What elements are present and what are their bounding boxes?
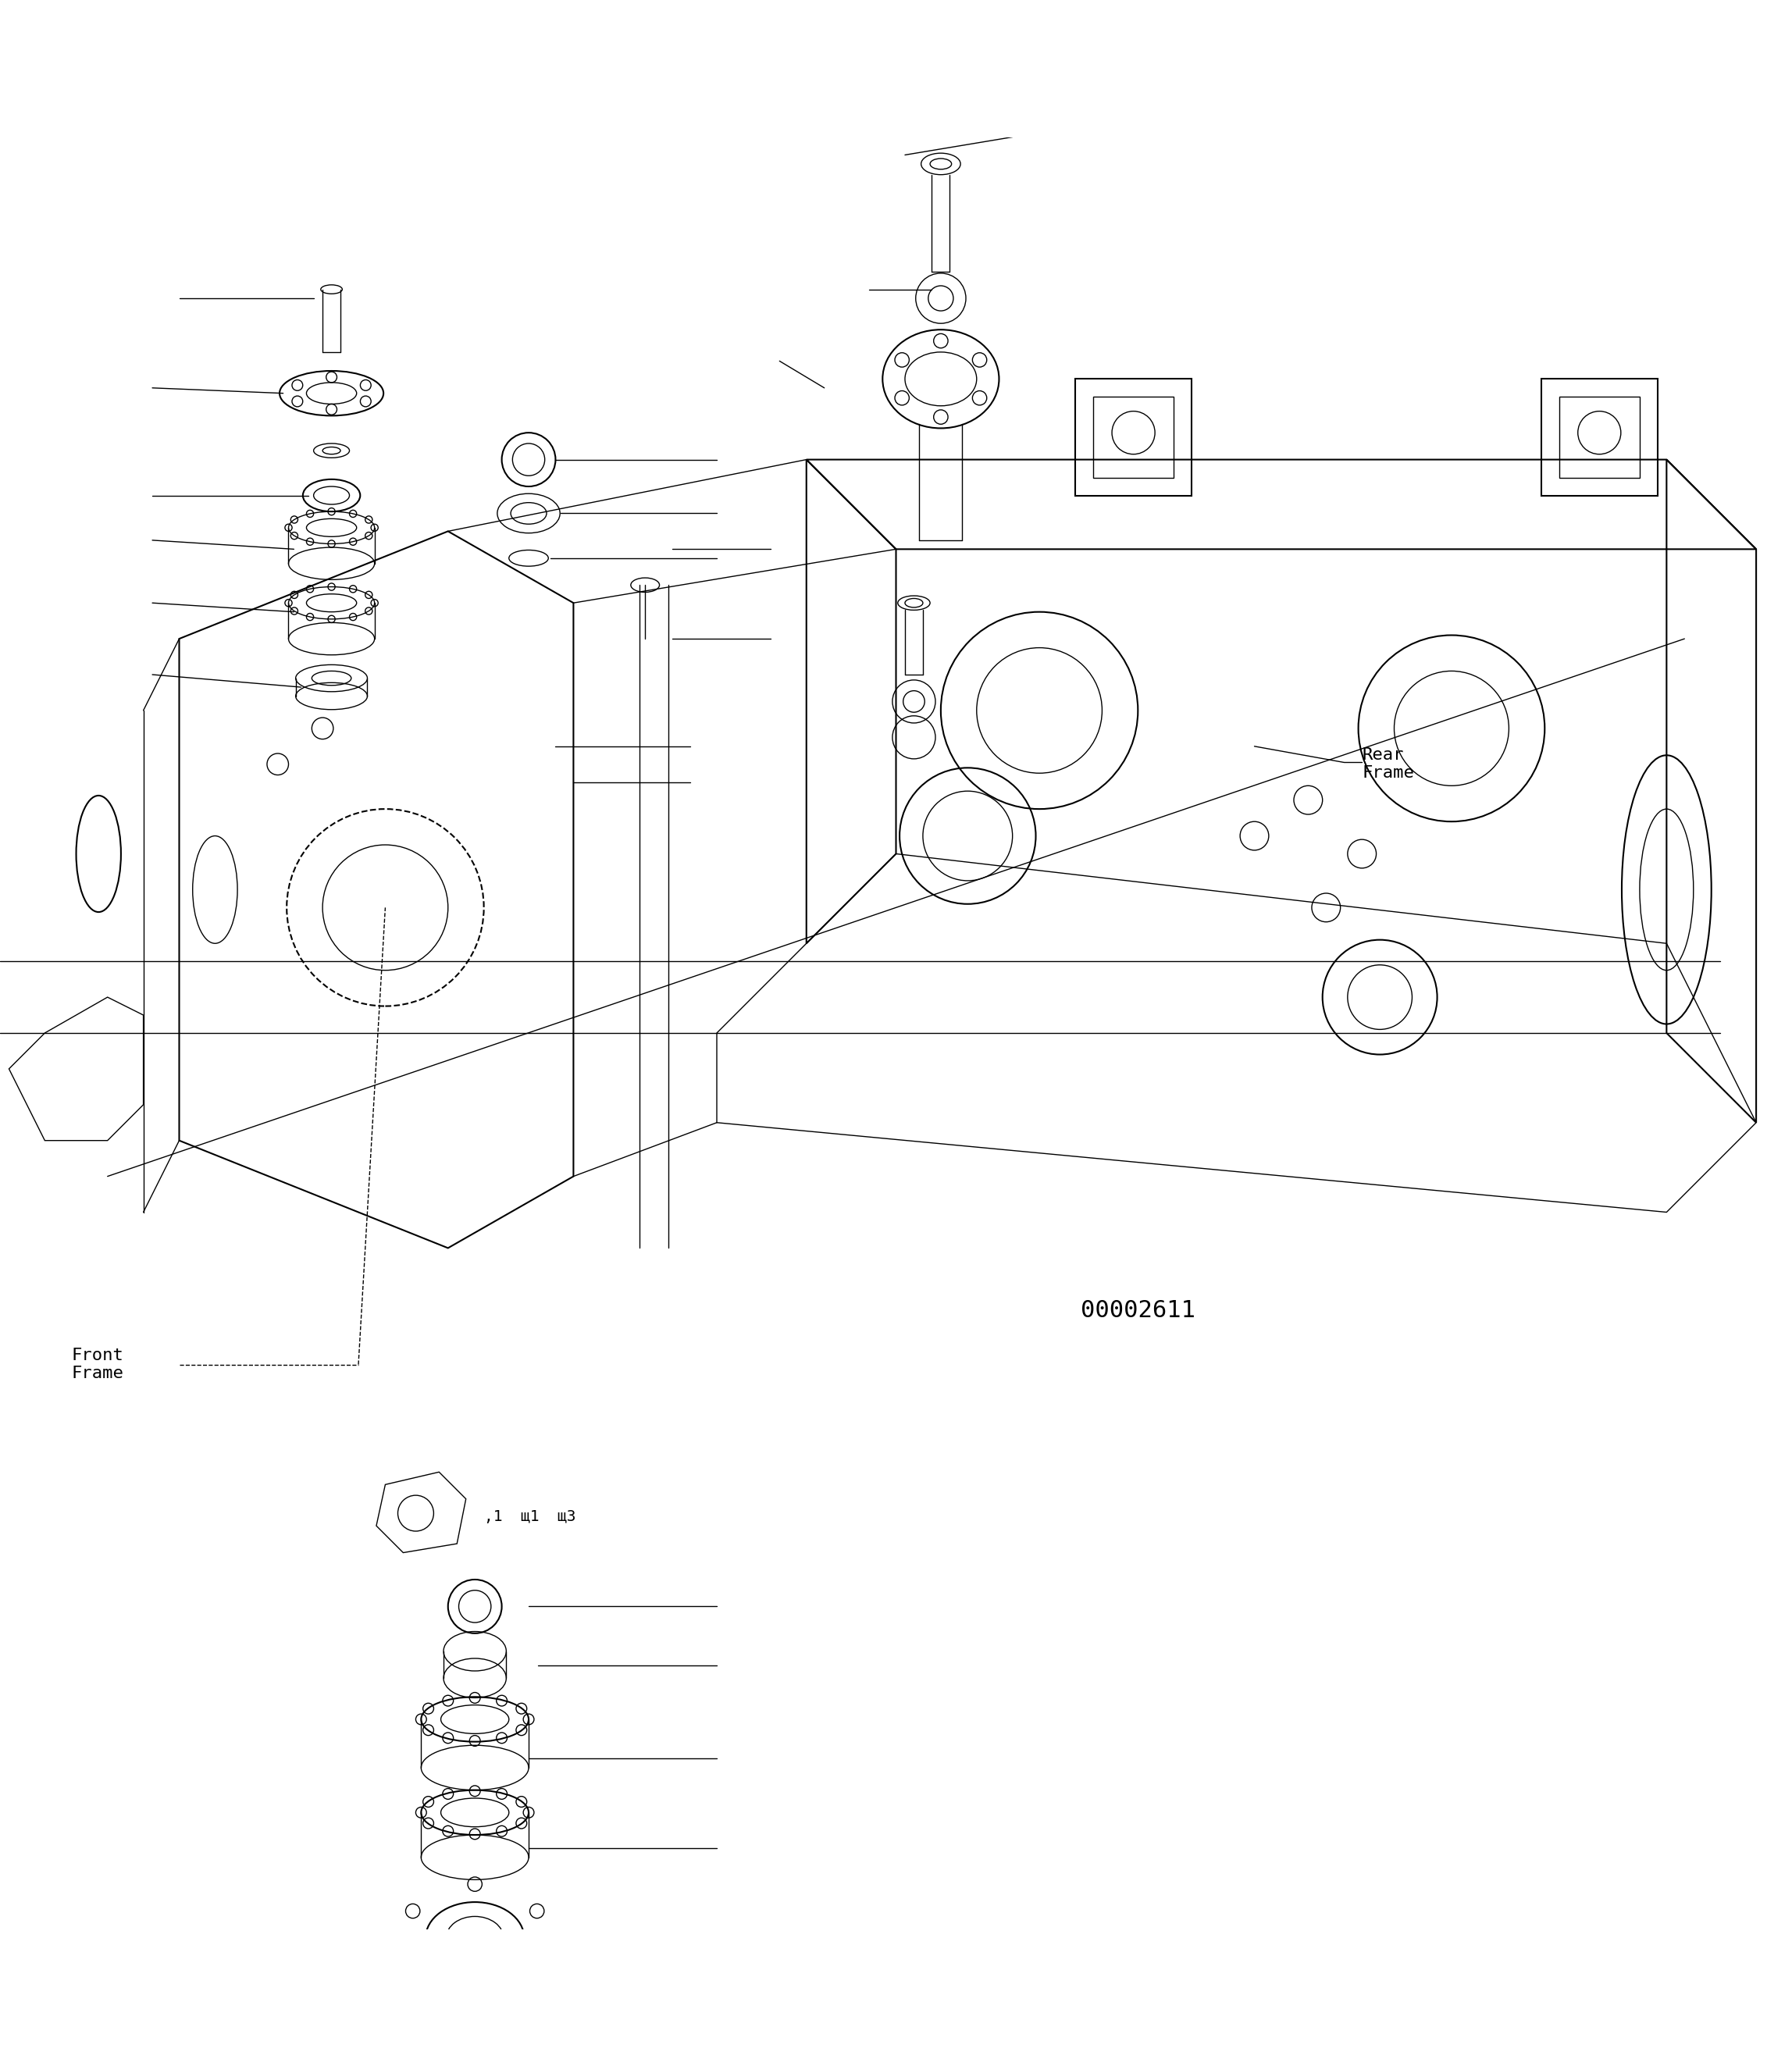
- Bar: [1541, 378, 1658, 496]
- Bar: [1093, 397, 1174, 477]
- Text: Rear
Frame: Rear Frame: [1362, 748, 1414, 781]
- Bar: [1559, 397, 1640, 477]
- Text: 00002611: 00002611: [1081, 1300, 1195, 1322]
- Bar: [1075, 378, 1192, 496]
- Text: ,1  щ1  щ3: ,1 щ1 щ3: [484, 1510, 575, 1525]
- Text: Front
Frame: Front Frame: [72, 1347, 124, 1382]
- Ellipse shape: [513, 444, 545, 475]
